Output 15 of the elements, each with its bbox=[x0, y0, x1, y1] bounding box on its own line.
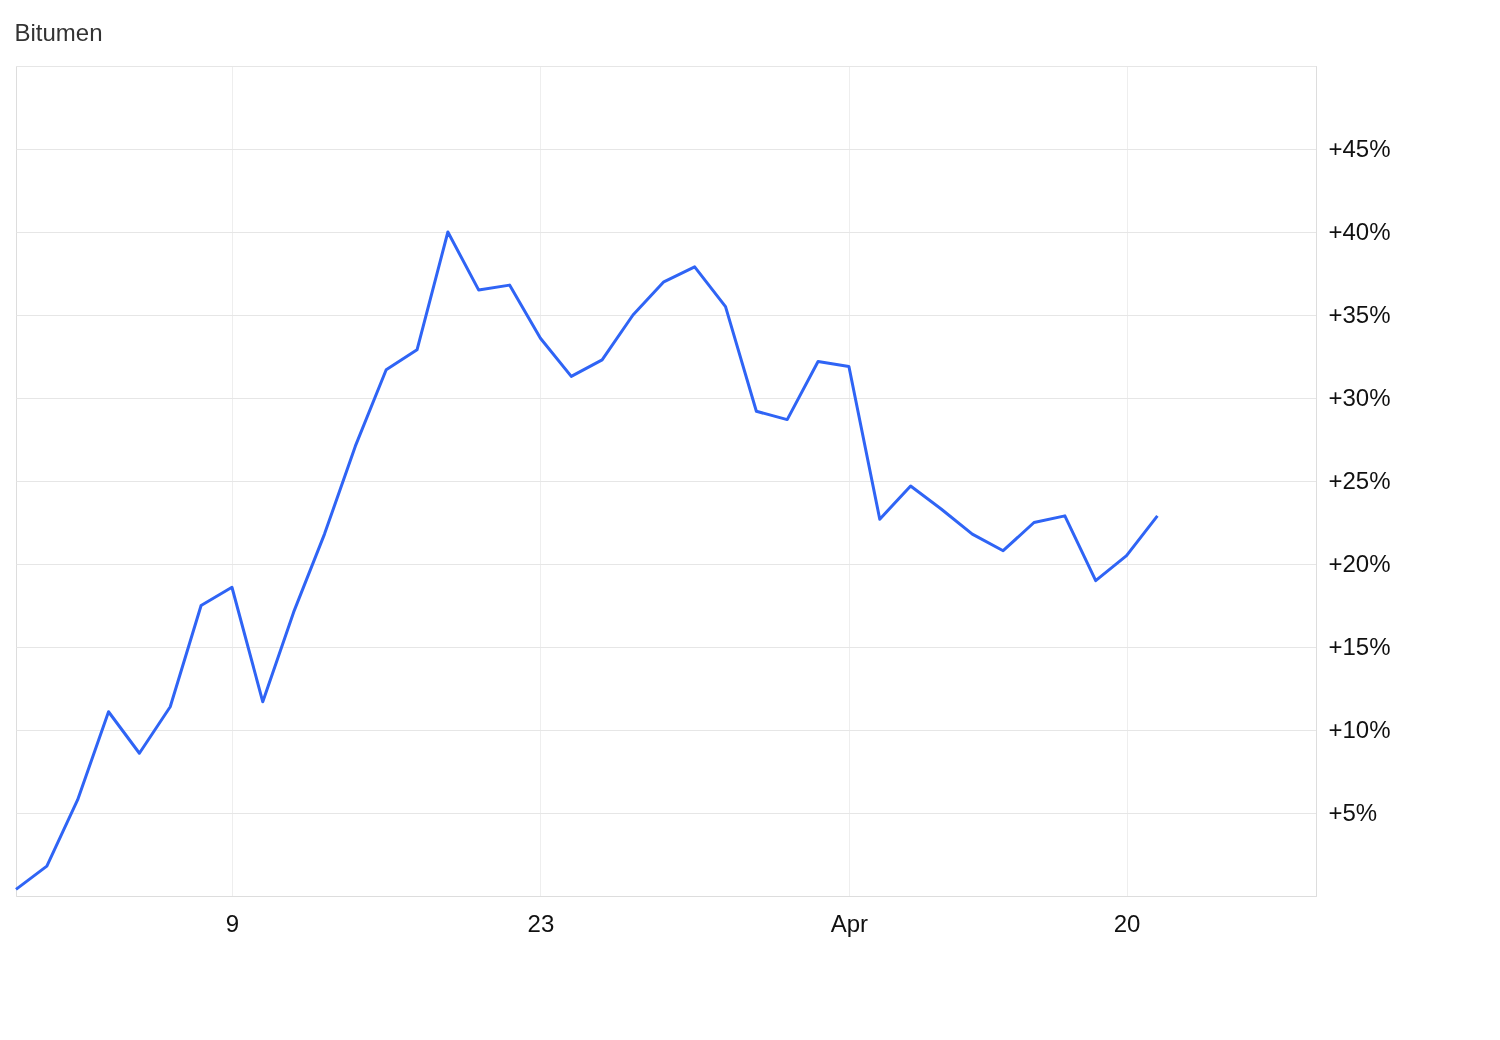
x-tick-label: Apr bbox=[830, 909, 869, 937]
x-tick-label: 23 bbox=[527, 909, 555, 937]
chart-title: Bitumen bbox=[14, 19, 103, 46]
y-tick-label: +5% bbox=[1328, 798, 1378, 826]
y-tick-label: +40% bbox=[1328, 217, 1391, 245]
y-tick-label: +45% bbox=[1328, 134, 1391, 162]
y-tick-label: +10% bbox=[1328, 715, 1391, 743]
x-tick-label: 20 bbox=[1113, 909, 1141, 937]
y-tick-label: +20% bbox=[1328, 549, 1391, 577]
y-tick-label: +35% bbox=[1328, 300, 1391, 328]
y-tick-label: +15% bbox=[1328, 632, 1391, 660]
y-tick-label: +25% bbox=[1328, 466, 1391, 494]
x-tick-label: 9 bbox=[225, 909, 240, 937]
line-series bbox=[14, 230, 1159, 891]
y-tick-label: +30% bbox=[1328, 383, 1391, 411]
